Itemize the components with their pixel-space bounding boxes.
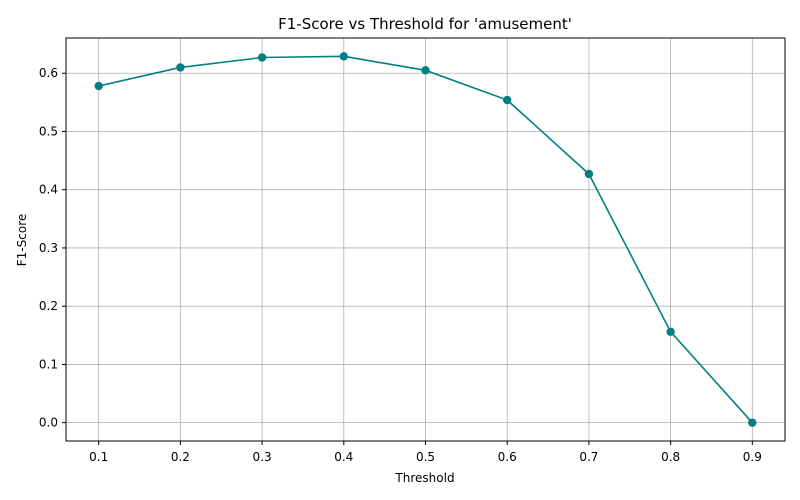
data-point — [503, 95, 512, 105]
data-point — [584, 169, 594, 179]
y-tick-label: 0.6 — [39, 66, 58, 80]
x-tick-label: 0.5 — [416, 450, 435, 464]
y-axis-label: F1-Score — [15, 214, 29, 266]
x-tick-label: 0.1 — [89, 450, 108, 464]
series-layer — [94, 52, 757, 427]
y-tick-label: 0.1 — [39, 357, 58, 371]
x-tick-label: 0.2 — [171, 450, 190, 464]
x-tick-label: 0.6 — [498, 450, 517, 464]
data-point — [257, 53, 267, 62]
data-point — [666, 327, 675, 337]
x-axis-label: Threshold — [394, 471, 454, 485]
chart-title: F1-Score vs Threshold for 'amusement' — [278, 15, 572, 33]
x-tick-label: 0.4 — [334, 450, 353, 464]
y-tick-label: 0.3 — [39, 241, 58, 255]
x-tick-label: 0.3 — [253, 450, 272, 464]
data-point — [339, 52, 348, 61]
y-tick-label: 0.4 — [39, 183, 58, 197]
x-tick-label: 0.9 — [743, 450, 762, 464]
x-tick-label: 0.7 — [579, 450, 598, 464]
data-point — [421, 66, 430, 75]
x-axis: 0.1 0.2 0.3 0.4 0.5 0.6 0.7 0.8 0.9 — [89, 441, 762, 464]
x-tick-label: 0.8 — [661, 450, 680, 464]
data-point — [94, 81, 103, 91]
data-point — [176, 63, 185, 72]
data-point — [748, 418, 757, 427]
y-tick-label: 0.0 — [39, 416, 58, 430]
y-axis: 0.0 0.1 0.2 0.3 0.4 0.5 0.6 — [39, 66, 66, 430]
y-tick-label: 0.5 — [39, 124, 58, 138]
y-tick-label: 0.2 — [39, 299, 58, 313]
grid — [66, 38, 785, 441]
